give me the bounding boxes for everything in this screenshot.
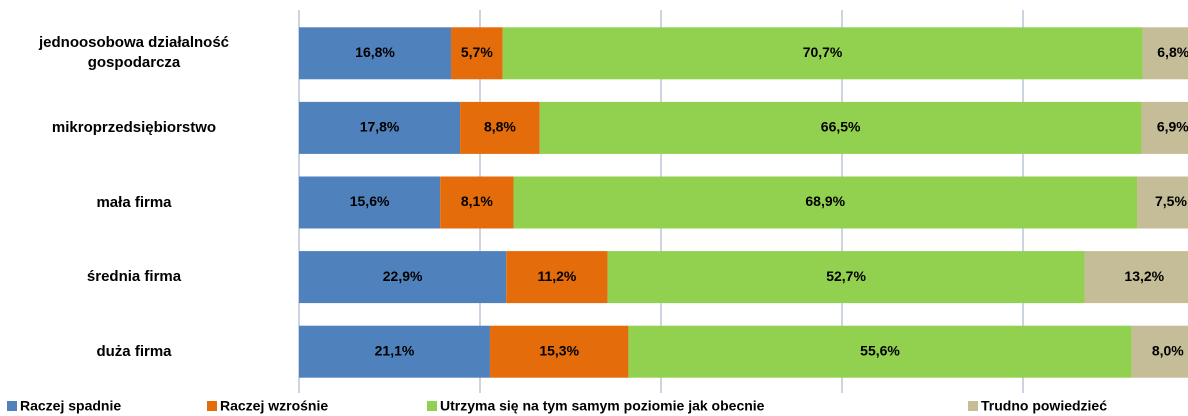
value-label: 70,7% [803,44,843,60]
value-label: 8,0% [1152,342,1184,358]
category-label: jednoosobowa działalność gospodarcza [38,34,230,72]
bar-segment [440,176,514,229]
bar-segment [489,325,629,378]
value-label: 15,3% [539,342,579,358]
value-label: 52,7% [826,268,866,284]
bar-segment [1137,176,1188,229]
bar-segment [506,251,608,304]
category-label: średnia firma [86,268,182,286]
legend-swatch [207,401,217,411]
value-label: 11,2% [537,268,576,284]
value-label: 13,2% [1124,268,1164,284]
bar-segment [607,251,1085,304]
value-label: 8,8% [484,119,516,135]
bar-segment [502,27,1143,80]
category-label: mała firma [96,193,172,211]
bar-segment [513,176,1138,229]
category-label: mikroprzedsiębiorstwo [51,118,217,136]
bar-segment [628,325,1132,378]
bar-segment [1084,251,1188,304]
bar-segment [1131,325,1188,378]
legend-swatch [968,401,978,411]
value-label: 22,9% [383,268,423,284]
bar-segment [1141,101,1188,154]
value-label: 17,8% [360,119,400,135]
value-label: 6,8% [1157,44,1188,60]
legend-label: Utrzyma się na tym samym poziomie jak ob… [440,398,765,414]
value-label: 7,5% [1155,193,1187,209]
bar-segment [299,176,441,229]
bar-segment [299,325,490,378]
legend-swatch [427,401,437,411]
value-label: 8,1% [461,193,493,209]
value-label: 6,9% [1157,119,1188,135]
value-label: 5,7% [461,44,493,60]
bar-segment [539,101,1142,154]
value-label: 21,1% [375,342,415,358]
value-label: 55,6% [860,342,900,358]
bar-segment [299,101,461,154]
legend-label: Raczej wzrośnie [220,398,328,414]
legend-label: Raczej spadnie [20,398,121,414]
value-label: 66,5% [821,119,861,135]
bar-segment [460,101,540,154]
category-label: duża firma [96,342,172,360]
bar-segment [299,27,452,80]
bar-segment [1142,27,1188,80]
value-label: 68,9% [805,193,845,209]
value-label: 15,6% [350,193,390,209]
bar-segment [451,27,503,80]
legend-swatch [7,401,17,411]
bar-segment [299,251,507,304]
value-label: 16,8% [355,44,395,60]
legend-label: Trudno powiedzieć [981,398,1107,414]
